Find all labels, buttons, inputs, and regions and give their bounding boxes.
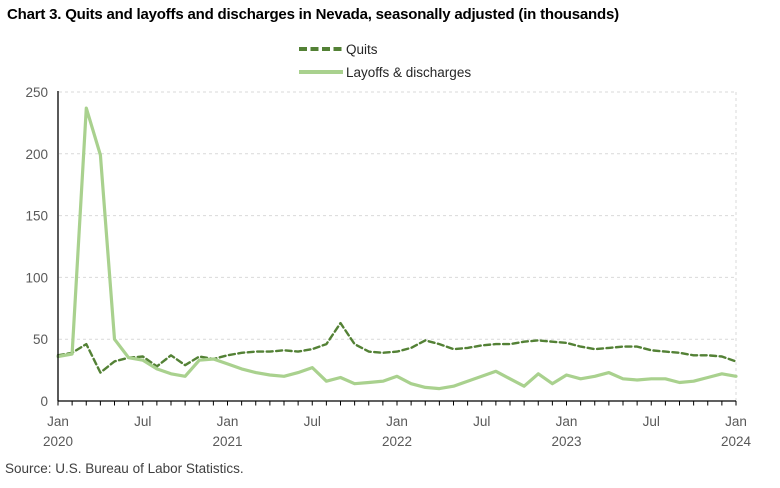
legend-label-layoffs: Layoffs & discharges xyxy=(346,64,472,80)
x-axis-year-label: 2021 xyxy=(212,434,242,449)
x-axis-year-label: 2023 xyxy=(551,434,581,449)
quits-series-line xyxy=(56,321,738,374)
legend: Quits Layoffs & discharges xyxy=(299,41,471,80)
x-axis-month-label: Jan xyxy=(556,414,578,429)
line-chart: 0 50 100 150 200 250 Jan 2020 Jul Jan 2021 Jul Jan 20… xyxy=(25,85,752,449)
y-axis-label: 100 xyxy=(25,270,48,285)
chart-title: Chart 3. Quits and layoffs and discharge… xyxy=(7,6,619,23)
layoffs-series-line xyxy=(56,106,738,391)
y-axis-label: 0 xyxy=(40,394,48,409)
x-axis-month-label: Jan xyxy=(217,414,239,429)
y-axis-label: 250 xyxy=(25,85,48,100)
x-axis-month-label: Jul xyxy=(134,414,151,429)
layoffs-solid-line-sample xyxy=(299,70,343,74)
x-axis-month-label: Jul xyxy=(473,414,490,429)
x-axis-month-label: Jan xyxy=(386,414,408,429)
quits-dashed-line-sample xyxy=(299,47,343,51)
x-axis-month-label: Jul xyxy=(304,414,321,429)
y-axis-label: 150 xyxy=(25,209,48,224)
x-axis-month-label: Jan xyxy=(725,414,747,429)
legend-item-quits: Quits xyxy=(299,41,471,57)
legend-label-quits: Quits xyxy=(346,41,378,57)
y-axis-label: 50 xyxy=(33,332,48,347)
x-axis-year-label: 2024 xyxy=(721,434,752,449)
source-note: Source: U.S. Bureau of Labor Statistics. xyxy=(5,461,244,476)
x-axis-month-label: Jul xyxy=(643,414,660,429)
x-axis-year-label: 2022 xyxy=(382,434,412,449)
legend-item-layoffs: Layoffs & discharges xyxy=(299,64,471,80)
y-axis-label: 200 xyxy=(25,147,48,162)
x-axis-year-label: 2020 xyxy=(43,434,73,449)
x-axis-month-label: Jan xyxy=(47,414,69,429)
